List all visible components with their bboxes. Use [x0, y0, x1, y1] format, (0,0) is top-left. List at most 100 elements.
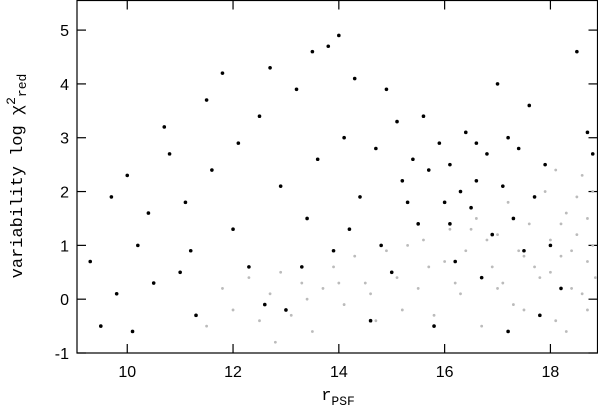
point [385, 249, 388, 253]
point [480, 324, 484, 328]
y-tick-label: -1 [55, 346, 69, 363]
point [99, 324, 103, 328]
x-axis-label: rPSF [321, 387, 355, 409]
point [496, 233, 499, 237]
point [109, 195, 114, 199]
point [511, 216, 516, 221]
point [416, 287, 420, 290]
point [538, 276, 542, 280]
point [443, 260, 447, 263]
point [321, 287, 325, 290]
plot-frame [76, 0, 598, 354]
point [379, 243, 383, 248]
point [501, 184, 505, 188]
point [236, 141, 241, 145]
point [532, 195, 537, 199]
point [146, 211, 151, 215]
point [464, 249, 468, 253]
point [188, 248, 193, 253]
point [342, 303, 346, 306]
point [506, 135, 510, 140]
point [432, 313, 436, 317]
point [469, 227, 473, 231]
point [538, 313, 542, 318]
point [204, 98, 209, 102]
point [490, 232, 495, 237]
point [570, 249, 573, 253]
point [501, 281, 505, 285]
point [527, 103, 532, 108]
point [384, 87, 389, 92]
point [262, 302, 267, 307]
point [506, 200, 510, 204]
point [575, 195, 579, 199]
point [522, 248, 526, 253]
point [527, 222, 531, 226]
point [495, 82, 500, 86]
point [167, 152, 172, 156]
point [474, 217, 478, 220]
point [580, 292, 584, 296]
point [278, 184, 283, 188]
point [522, 308, 526, 312]
point [422, 238, 425, 242]
point [258, 319, 261, 323]
point [279, 270, 283, 274]
y-tick-label: 5 [60, 23, 69, 40]
point [400, 178, 405, 183]
point [575, 49, 579, 54]
point [284, 308, 288, 312]
point [210, 168, 214, 172]
point [437, 141, 442, 145]
point [485, 152, 489, 156]
point [130, 329, 135, 334]
point [221, 287, 224, 290]
point [586, 217, 589, 220]
point [469, 205, 473, 210]
point [268, 65, 272, 70]
x-label-sub: PSF [331, 394, 354, 409]
point [479, 275, 484, 280]
point [593, 276, 597, 280]
point [326, 44, 331, 49]
point [426, 168, 431, 172]
point [289, 313, 293, 317]
point [474, 141, 479, 145]
point [300, 265, 304, 269]
point [268, 292, 272, 296]
point [220, 71, 225, 75]
point [337, 281, 341, 285]
point [496, 287, 499, 290]
point [315, 157, 320, 162]
point [257, 114, 262, 119]
x-tick-label: 16 [436, 364, 454, 381]
point [162, 125, 167, 129]
point [442, 200, 447, 205]
point [522, 254, 526, 258]
point [490, 265, 494, 269]
point [406, 243, 410, 247]
point [543, 162, 547, 167]
y-label-text: variability log χ [9, 105, 28, 278]
point [533, 265, 536, 269]
point [332, 265, 335, 269]
point [405, 200, 410, 205]
point [347, 227, 352, 232]
point [231, 227, 235, 232]
point [151, 281, 156, 285]
point [459, 292, 462, 296]
y-label-sub: red [15, 74, 30, 97]
point [564, 330, 568, 333]
point [474, 178, 479, 183]
point [389, 270, 394, 275]
y-tick-label: 0 [60, 292, 69, 309]
point [125, 173, 130, 178]
point [586, 308, 589, 312]
point [516, 146, 521, 151]
point [564, 211, 568, 215]
point [448, 162, 452, 167]
point [363, 281, 367, 285]
point [453, 281, 457, 285]
point [549, 270, 552, 274]
